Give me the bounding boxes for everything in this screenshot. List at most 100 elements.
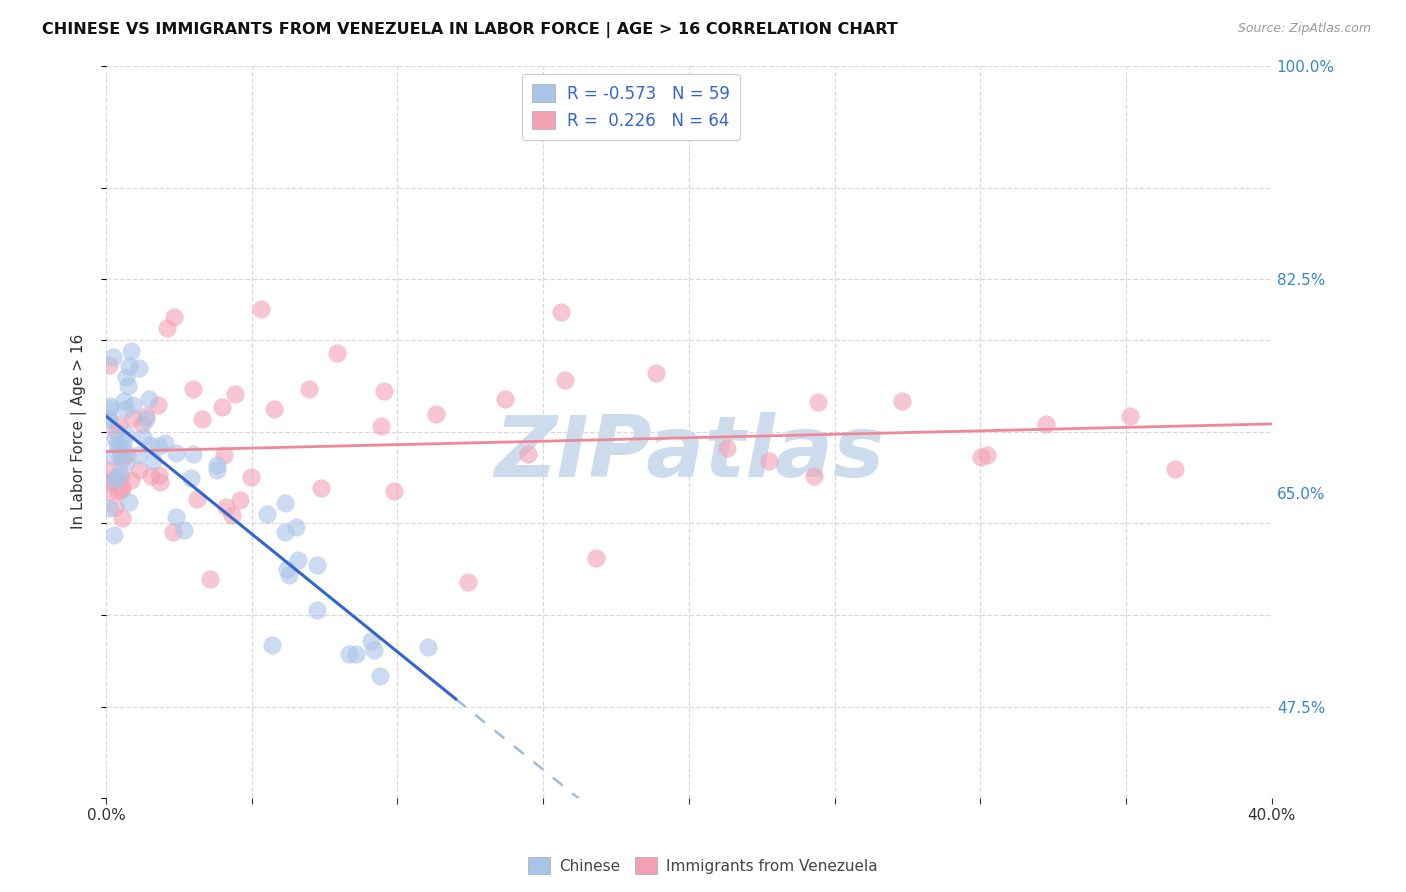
Point <box>97 401 120 416</box>
Point <box>285 520 308 534</box>
Point <box>211 400 233 414</box>
Point <box>360 634 382 648</box>
Point <box>239 470 262 484</box>
Point <box>108 466 131 480</box>
Point <box>418 640 440 655</box>
Point <box>128 360 150 375</box>
Point <box>104 469 127 483</box>
Point <box>101 351 124 365</box>
Point <box>104 474 127 488</box>
Point <box>117 378 139 392</box>
Point <box>229 493 252 508</box>
Point <box>110 483 132 497</box>
Point <box>131 417 153 431</box>
Y-axis label: In Labor Force | Age > 16: In Labor Force | Age > 16 <box>72 334 87 530</box>
Point <box>110 469 132 483</box>
Point <box>274 524 297 539</box>
Point <box>107 484 129 499</box>
Point <box>97 475 120 489</box>
Point <box>139 469 162 483</box>
Point <box>114 426 136 441</box>
Point <box>183 382 205 396</box>
Point <box>803 469 825 483</box>
Point <box>142 454 165 468</box>
Point <box>156 321 179 335</box>
Point <box>97 501 120 516</box>
Point <box>104 430 127 444</box>
Point <box>115 455 138 469</box>
Point <box>110 481 132 495</box>
Point <box>112 442 135 456</box>
Point <box>1118 409 1140 423</box>
Point <box>205 463 228 477</box>
Point <box>117 495 139 509</box>
Point <box>373 384 395 399</box>
Point <box>186 492 208 507</box>
Point <box>138 392 160 406</box>
Point <box>716 441 738 455</box>
Point <box>104 473 127 487</box>
Point <box>273 495 295 509</box>
Point <box>457 574 479 589</box>
Point <box>305 558 328 572</box>
Point <box>263 401 285 416</box>
Point <box>121 410 143 425</box>
Point <box>103 500 125 514</box>
Point <box>165 445 187 459</box>
Point <box>205 458 228 473</box>
Point <box>221 508 243 522</box>
Point <box>970 450 993 464</box>
Point <box>98 399 121 413</box>
Point <box>173 524 195 538</box>
Point <box>183 447 205 461</box>
Point <box>758 454 780 468</box>
Point <box>132 429 155 443</box>
Point <box>153 435 176 450</box>
Legend: Chinese, Immigrants from Venezuela: Chinese, Immigrants from Venezuela <box>522 851 884 880</box>
Point <box>163 310 186 324</box>
Point <box>103 527 125 541</box>
Point <box>97 413 120 427</box>
Point <box>516 447 538 461</box>
Point <box>111 434 134 449</box>
Point <box>309 481 332 495</box>
Point <box>890 394 912 409</box>
Point <box>120 473 142 487</box>
Point <box>101 449 124 463</box>
Point <box>165 510 187 524</box>
Text: ZIPatlas: ZIPatlas <box>494 412 884 495</box>
Point <box>97 359 120 373</box>
Point <box>128 463 150 477</box>
Point <box>198 572 221 586</box>
Point <box>105 436 128 450</box>
Point <box>337 647 360 661</box>
Point <box>108 449 131 463</box>
Point <box>127 448 149 462</box>
Point <box>224 387 246 401</box>
Point <box>118 359 141 373</box>
Point <box>277 567 299 582</box>
Point <box>1035 417 1057 432</box>
Point <box>149 475 172 489</box>
Text: Source: ZipAtlas.com: Source: ZipAtlas.com <box>1237 22 1371 36</box>
Point <box>111 510 134 524</box>
Point <box>807 395 830 409</box>
Point <box>326 346 349 360</box>
Point <box>121 398 143 412</box>
Point <box>139 437 162 451</box>
Point <box>97 410 120 425</box>
Legend: R = -0.573   N = 59, R =  0.226   N = 64: R = -0.573 N = 59, R = 0.226 N = 64 <box>522 74 740 140</box>
Point <box>276 562 298 576</box>
Point <box>111 452 134 467</box>
Point <box>135 409 157 423</box>
Point <box>554 373 576 387</box>
Point <box>120 343 142 358</box>
Point <box>180 471 202 485</box>
Point <box>256 508 278 522</box>
Point <box>135 412 157 426</box>
Point <box>494 392 516 407</box>
Point <box>148 467 170 482</box>
Point <box>976 448 998 462</box>
Point <box>112 393 135 408</box>
Point <box>215 500 238 514</box>
